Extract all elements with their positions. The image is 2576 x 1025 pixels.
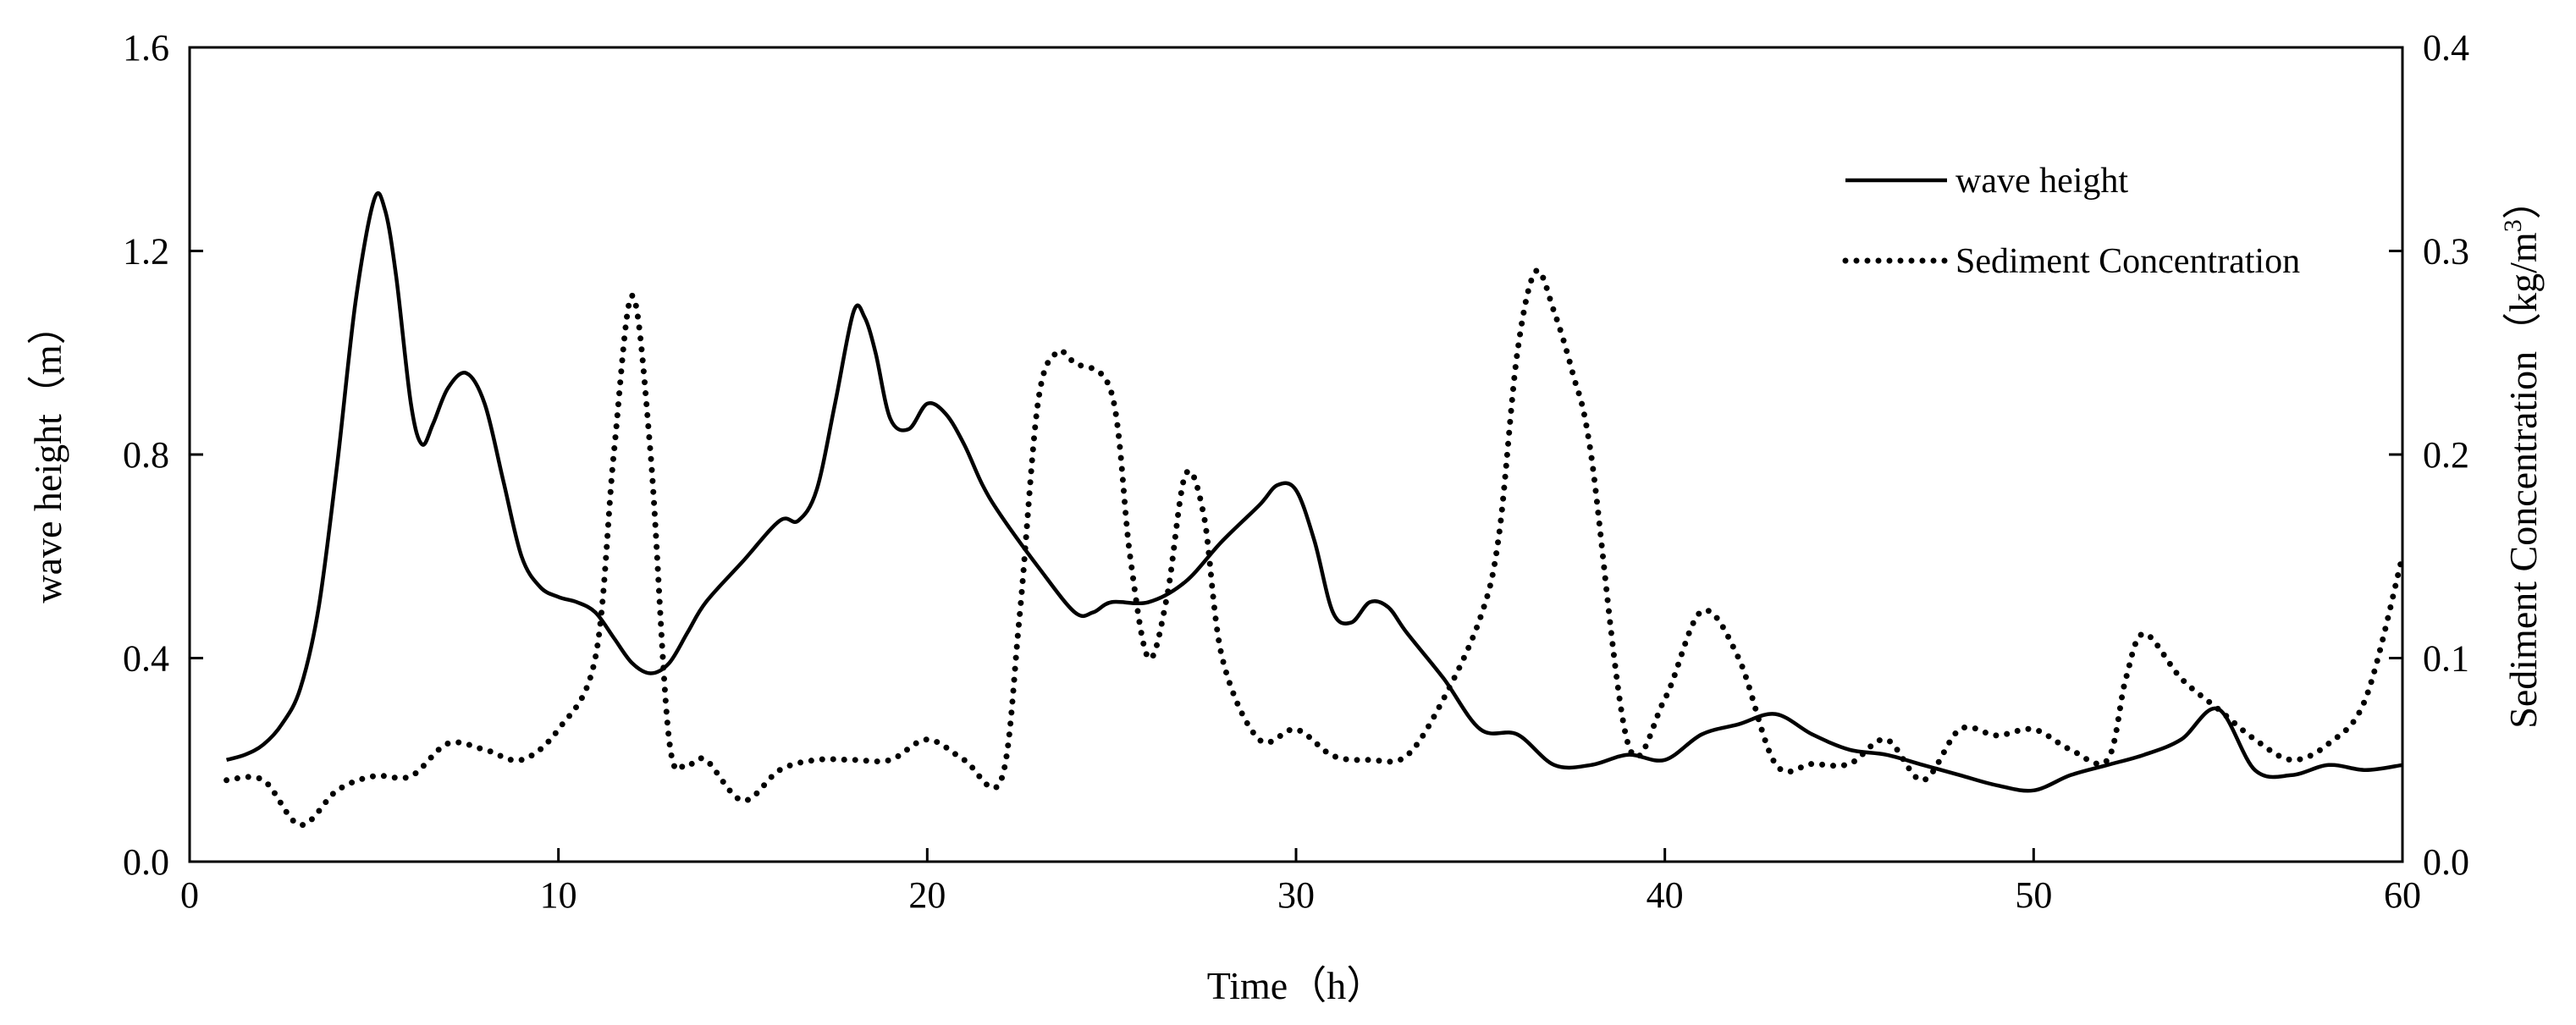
x-tick-label: 20 (908, 874, 946, 916)
y-right-axis-title-superscript: 3 (2499, 219, 2527, 232)
y-right-tick-label: 0.4 (2423, 27, 2469, 69)
y-right-axis-title-close: ） (2502, 180, 2545, 219)
y-right-tick-label: 0.2 (2423, 434, 2469, 476)
x-tick-label: 50 (2015, 874, 2052, 916)
tick-layer: 0 10 20 30 40 50 600.00.40.81.21.60.00.10.20.3… (123, 27, 2469, 916)
y-left-tick-label: 0.0 (123, 841, 169, 883)
y-left-tick-label: 1.6 (123, 27, 169, 69)
x-tick-label: 0 (180, 874, 199, 916)
series-line-wave-height (225, 191, 2403, 793)
x-tick-label: 30 (1277, 874, 1315, 916)
y-right-tick-label: 0.3 (2423, 231, 2469, 273)
y-left-tick-label: 1.2 (123, 231, 169, 273)
x-axis-title: Time（h） (1207, 964, 1385, 1007)
x-tick-label: 60 (2384, 874, 2421, 916)
legend: wave height Sediment Concentration (1842, 162, 2300, 281)
series-layer (223, 191, 2406, 829)
x-tick-label: 10 (540, 874, 577, 916)
y-left-axis-title: wave height（m） (26, 306, 69, 603)
legend-label-wave-height: wave height (1955, 162, 2128, 201)
series-line-sediment-concentration (223, 267, 2406, 829)
legend-label-sediment-concentration: Sediment Concentration (1955, 242, 2300, 281)
y-right-axis-title-main: Sediment Concentration（kg/m (2502, 232, 2545, 729)
y-right-tick-label: 0.1 (2423, 638, 2469, 680)
x-tick-label: 40 (1647, 874, 1684, 916)
y-right-tick-label: 0.0 (2423, 841, 2469, 883)
y-left-tick-label: 0.4 (123, 638, 169, 680)
y-right-axis-title: Sediment Concentration（kg/m3） (2499, 180, 2545, 728)
y-left-tick-label: 0.8 (123, 434, 169, 476)
